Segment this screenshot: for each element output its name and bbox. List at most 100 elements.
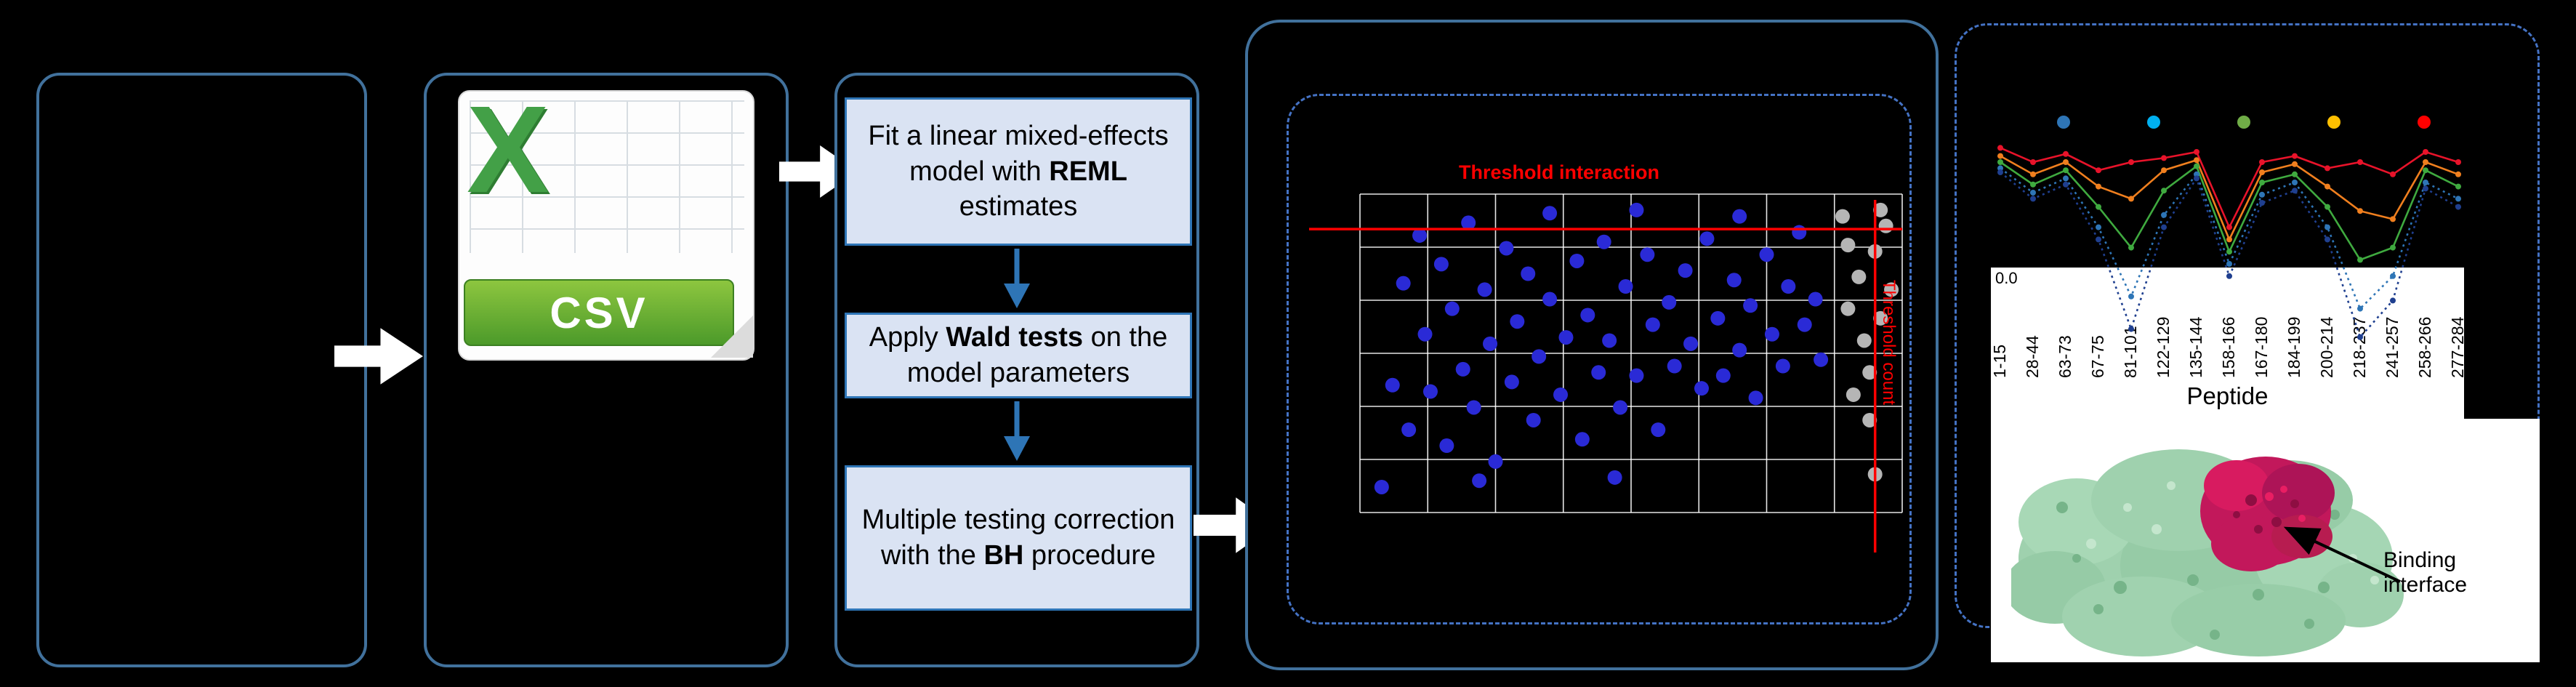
scatter-point-tested-peptides	[1374, 479, 1389, 494]
series-marker-blue	[2455, 196, 2461, 202]
legend-dot	[2147, 116, 2160, 129]
scatter-point-tested-peptides	[1472, 473, 1487, 489]
series-marker-orange	[2357, 208, 2363, 214]
step2-bold: Wald tests	[946, 322, 1084, 353]
series-marker-red	[2455, 159, 2461, 165]
scatter-point-tested-peptides	[1433, 257, 1449, 272]
scatter-point-filtered-peptides	[1862, 365, 1877, 380]
series-marker-orange	[2063, 159, 2069, 165]
series-marker-navy	[2128, 326, 2134, 332]
pipeline-step-bh-text: Multiple testing correction with the BH …	[856, 502, 1181, 573]
series-marker-green	[2161, 188, 2167, 194]
peptide-tick-label: 1-15	[1990, 344, 2009, 378]
peptide-line-chart	[1997, 116, 2461, 340]
scatter-point-filtered-peptides	[1884, 282, 1899, 297]
series-marker-blue	[2357, 305, 2363, 312]
scatter-point-tested-peptides	[1732, 342, 1747, 358]
series-marker-navy	[2063, 181, 2069, 188]
series-marker-green	[1997, 159, 2003, 165]
csv-file-icon: X CSV	[454, 81, 759, 366]
series-marker-red	[2063, 150, 2069, 157]
scatter-point-tested-peptides	[1526, 412, 1541, 427]
scatter-point-tested-peptides	[1439, 438, 1454, 454]
scatter-point-filtered-peptides	[1862, 412, 1877, 427]
series-marker-navy	[2423, 185, 2428, 192]
step1-bold: REML	[1049, 156, 1127, 187]
series-marker-navy	[2194, 175, 2199, 182]
series-marker-blue	[2226, 261, 2232, 267]
scatter-point-tested-peptides	[1385, 377, 1400, 393]
legend-dot	[2237, 116, 2250, 129]
scatter-point-tested-peptides	[1553, 387, 1569, 402]
series-marker-red	[2161, 155, 2167, 161]
series-marker-orange	[2226, 236, 2232, 243]
series-marker-red	[2194, 149, 2199, 155]
csv-x-letter: X	[467, 81, 550, 219]
scatter-point-tested-peptides	[1510, 314, 1525, 329]
scatter-panel-inner	[1287, 94, 1912, 624]
scatter-point-tested-peptides	[1531, 349, 1547, 364]
scatter-point-tested-peptides	[1607, 470, 1622, 485]
pipeline-step-wald: Apply Wald tests on the model parameters	[845, 313, 1192, 398]
series-line-navy	[2000, 171, 2459, 340]
scatter-point-filtered-peptides	[1840, 238, 1856, 253]
series-marker-red	[2128, 159, 2134, 165]
scatter-point-tested-peptides	[1488, 454, 1503, 469]
scatter-point-tested-peptides	[1574, 432, 1590, 447]
series-marker-navy	[2096, 236, 2101, 243]
legend-dot	[2418, 116, 2431, 129]
down-arrow-2-icon	[1004, 401, 1030, 461]
scatter-point-filtered-peptides	[1856, 333, 1872, 348]
series-marker-red	[2096, 167, 2101, 174]
series-marker-orange	[2325, 183, 2330, 190]
scatter-point-tested-peptides	[1808, 292, 1823, 307]
series-marker-blue	[2030, 190, 2036, 196]
series-marker-red	[2226, 224, 2232, 230]
series-marker-red	[2357, 159, 2363, 165]
series-marker-navy	[2226, 273, 2232, 279]
series-marker-navy	[2030, 196, 2036, 202]
protein-structure-graphic	[2011, 449, 2404, 656]
scatter-point-filtered-peptides	[1835, 209, 1850, 224]
step3-bold: BH	[983, 540, 1024, 571]
scatter-point-tested-peptides	[1814, 352, 1829, 367]
pipeline-step-bh: Multiple testing correction with the BH …	[845, 465, 1192, 611]
step3-pre: Multiple testing correction with the	[861, 505, 1175, 571]
scatter-point-tested-peptides	[1591, 365, 1606, 380]
csv-banner: CSV	[464, 279, 734, 346]
series-marker-red	[2325, 165, 2330, 172]
y-axis-tick-label: 0.0	[1995, 269, 2018, 287]
scatter-point-tested-peptides	[1759, 247, 1774, 262]
scatter-point-tested-peptides	[1640, 247, 1655, 262]
scatter-point-tested-peptides	[1542, 206, 1558, 221]
scatter-point-tested-peptides	[1444, 301, 1460, 316]
scatter-point-filtered-peptides	[1851, 269, 1867, 284]
series-marker-red	[1997, 145, 2003, 151]
scatter-point-tested-peptides	[1662, 294, 1677, 310]
scatter-point-tested-peptides	[1569, 253, 1585, 268]
series-marker-orange	[2455, 171, 2461, 177]
series-marker-green	[2325, 204, 2330, 210]
series-marker-blue	[2423, 180, 2428, 185]
scatter-point-tested-peptides	[1483, 336, 1498, 351]
series-marker-blue	[2390, 273, 2396, 279]
scatter-point-filtered-peptides	[1873, 202, 1888, 217]
series-marker-navy	[2325, 236, 2330, 243]
scatter-point-filtered-peptides	[1846, 387, 1861, 402]
scatter-point-tested-peptides	[1602, 333, 1617, 348]
scatter-point-tested-peptides	[1504, 374, 1519, 390]
series-marker-orange	[2259, 169, 2265, 175]
x-axis-title: Peptide	[2186, 382, 2269, 409]
input-data-box	[36, 73, 367, 667]
series-marker-navy	[2390, 297, 2396, 304]
series-marker-green	[2128, 244, 2134, 251]
scatter-point-tested-peptides	[1629, 202, 1644, 217]
csv-grid	[470, 100, 744, 253]
pipeline-step-reml: Fit a linear mixed-effects model with RE…	[845, 97, 1192, 246]
series-marker-green	[2357, 257, 2363, 263]
csv-page-curl	[711, 316, 753, 358]
series-marker-red	[2030, 159, 2036, 165]
series-marker-orange	[2194, 157, 2199, 164]
scatter-point-filtered-peptides	[1840, 301, 1856, 316]
